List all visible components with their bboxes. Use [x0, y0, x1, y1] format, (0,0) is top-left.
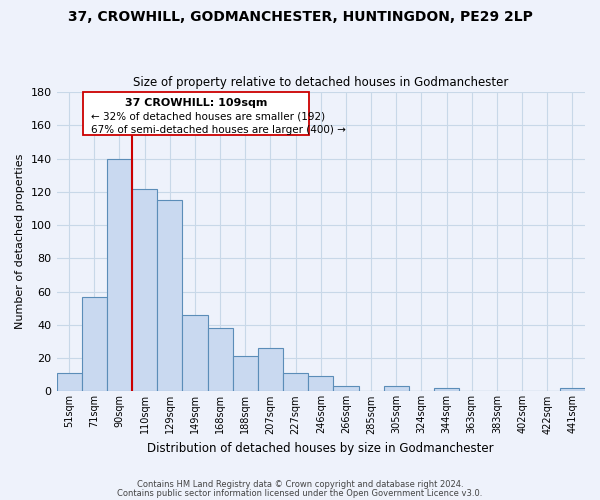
- Bar: [434, 388, 459, 392]
- Bar: [283, 373, 308, 392]
- Bar: [233, 356, 258, 392]
- Text: Contains HM Land Registry data © Crown copyright and database right 2024.: Contains HM Land Registry data © Crown c…: [137, 480, 463, 489]
- Text: 67% of semi-detached houses are larger (400) →: 67% of semi-detached houses are larger (…: [91, 126, 346, 136]
- Bar: [56, 373, 82, 392]
- Bar: [334, 386, 359, 392]
- Bar: [208, 328, 233, 392]
- Bar: [560, 388, 585, 392]
- Bar: [308, 376, 334, 392]
- X-axis label: Distribution of detached houses by size in Godmanchester: Distribution of detached houses by size …: [148, 442, 494, 455]
- Bar: [182, 315, 208, 392]
- FancyBboxPatch shape: [83, 92, 310, 136]
- Text: Contains public sector information licensed under the Open Government Licence v3: Contains public sector information licen…: [118, 488, 482, 498]
- Bar: [107, 158, 132, 392]
- Bar: [132, 188, 157, 392]
- Bar: [383, 386, 409, 392]
- Title: Size of property relative to detached houses in Godmanchester: Size of property relative to detached ho…: [133, 76, 508, 90]
- Text: 37 CROWHILL: 109sqm: 37 CROWHILL: 109sqm: [125, 98, 268, 108]
- Y-axis label: Number of detached properties: Number of detached properties: [15, 154, 25, 330]
- Bar: [258, 348, 283, 392]
- Bar: [157, 200, 182, 392]
- Text: 37, CROWHILL, GODMANCHESTER, HUNTINGDON, PE29 2LP: 37, CROWHILL, GODMANCHESTER, HUNTINGDON,…: [68, 10, 532, 24]
- Bar: [82, 296, 107, 392]
- Text: ← 32% of detached houses are smaller (192): ← 32% of detached houses are smaller (19…: [91, 111, 325, 121]
